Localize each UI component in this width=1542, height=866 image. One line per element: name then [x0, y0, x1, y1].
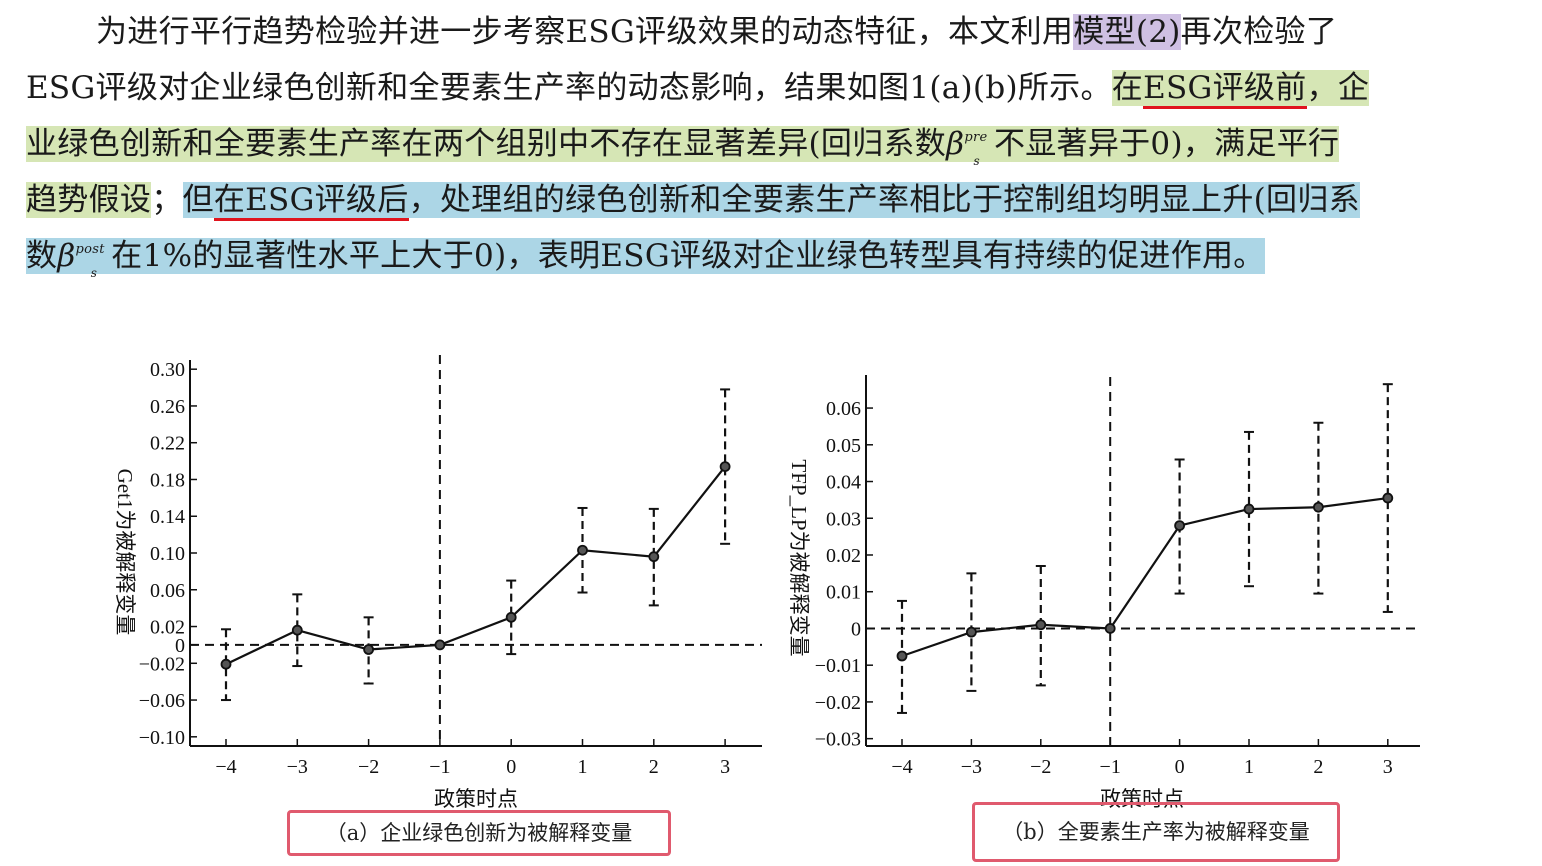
- x-axis-label: 政策时点: [434, 787, 518, 811]
- series-line: [901, 496, 1388, 658]
- y-tick-label: 0.01: [826, 582, 861, 604]
- x-tick-label: −2: [1030, 756, 1051, 778]
- text-segment: ，企: [1306, 70, 1370, 106]
- data-point: [363, 644, 375, 655]
- y-tick-label: −0.02: [815, 692, 861, 714]
- beta-superscript: pre: [964, 130, 988, 145]
- x-tick-label: −1: [429, 756, 450, 778]
- text-segment: 为进行平行趋势检验并进一步考察ESG评级效果的动态特征，本文利用: [96, 14, 1074, 50]
- x-tick-label: −4: [891, 756, 912, 778]
- highlight-model-ref: 模型(2): [1073, 14, 1181, 50]
- paragraph-line-1: 为进行平行趋势检验并进一步考察ESG评级效果的动态特征，本文利用模型(2)再次检…: [96, 8, 1337, 56]
- text-segment: 不显著异于0)，满足平行: [993, 126, 1340, 162]
- paragraph-line-3: 业绿色创新和全要素生产率在两个组别中不存在显著差异(回归系数βpre s 不显著异于…: [26, 120, 1340, 168]
- caption-a: （a）企业绿色创新为被解释变量: [287, 810, 671, 856]
- y-axis-label: TFP_LP为被解释变量: [787, 459, 811, 656]
- highlight-green: 趋势假设: [26, 182, 152, 218]
- chart-b-svg: 0.06 0.05 0.04 0.03 0.02 0.01 0 −0.01 −0.02 −0.03…: [787, 375, 1420, 811]
- data-point: [1313, 501, 1324, 513]
- text-segment: 数: [26, 238, 58, 274]
- x-tick-label: −3: [961, 756, 982, 778]
- text-segment: 在1%的显著性水平上大于0)，表明ESG评级对企业绿色转型具有持续的促进作用。: [111, 238, 1265, 274]
- text-segment: 业绿色创新和全要素生产率在两个组别中不存在显著差异(回归系数: [26, 126, 947, 162]
- highlight-blue: 但在ESG评级后，处理组的绿色创新和全要素生产率相比于控制组均明显上升(回归系: [182, 182, 1360, 221]
- highlight-green: 业绿色创新和全要素生产率在两个组别中不存在显著差异(回归系数βpre s 不显著异于…: [26, 126, 1340, 168]
- beta-pre-symbol: βpre s: [946, 126, 994, 168]
- data-point: [220, 658, 232, 670]
- chart-b: 0.06 0.05 0.04 0.03 0.02 0.01 0 −0.01 −0.02 −0.03…: [770, 340, 1450, 820]
- y-axis-label: Get1为被解释变量: [113, 469, 137, 636]
- text-segment: 在: [1111, 70, 1144, 106]
- x-tick-label: −4: [215, 756, 236, 778]
- beta-superscript: post: [75, 242, 105, 257]
- x-tick-label: −2: [358, 756, 379, 778]
- data-point: [1174, 520, 1186, 532]
- y-tick-label: 0.03: [826, 508, 861, 530]
- y-tick-label: 0: [175, 635, 185, 657]
- text-segment: 再次检验了: [1180, 14, 1338, 50]
- data-point: [1104, 623, 1116, 634]
- data-point: [719, 461, 731, 473]
- paragraph-line-5: 数βpost s 在1%的显著性水平上大于0)，表明ESG评级对企业绿色转型具有持续…: [26, 232, 1265, 280]
- y-tick-label: 0.06: [826, 398, 861, 420]
- beta-subscript: s: [973, 154, 980, 169]
- x-tick-label: 3: [720, 756, 730, 778]
- x-tick-label: 2: [649, 756, 659, 778]
- x-tick-label: 1: [1244, 756, 1254, 778]
- x-tick-label: 0: [506, 756, 516, 778]
- y-tick-label: −0.10: [139, 727, 185, 749]
- y-tick-label: 0.10: [150, 543, 185, 565]
- x-tick-label: 3: [1383, 756, 1393, 778]
- y-tick-label: −0.01: [815, 655, 861, 677]
- x-tick-label: 1: [578, 756, 588, 778]
- data-point: [1243, 503, 1255, 515]
- text-segment: ，处理组的绿色创新和全要素生产率相比于控制组均明显上升(回归系: [408, 182, 1360, 218]
- y-tick-label: −0.06: [139, 690, 185, 712]
- y-tick-label: 0: [851, 618, 861, 640]
- y-tick-label: 0.04: [826, 472, 861, 494]
- chart-a: 0.30 0.26 0.22 0.18 0.14 0.10 0.06 0.02 0 −0.02 −0…: [0, 340, 780, 820]
- beta-glyph: β: [57, 238, 76, 274]
- data-point: [1035, 619, 1047, 631]
- data-point: [434, 639, 446, 651]
- chart-a-svg: 0.300.260.220.180.140.100.060.020−0.02−0…: [113, 355, 762, 811]
- y-tick-label: −0.03: [815, 729, 861, 751]
- beta-post-symbol: βpost s: [57, 238, 111, 280]
- data-point: [965, 626, 977, 638]
- x-axis-label: 政策时点: [1100, 787, 1184, 811]
- data-point: [896, 650, 908, 662]
- paragraph-line-4: 趋势假设；但在ESG评级后，处理组的绿色创新和全要素生产率相比于控制组均明显上升…: [26, 176, 1360, 224]
- x-tick-label: 2: [1313, 756, 1323, 778]
- beta-glyph: β: [946, 126, 965, 162]
- y-tick-label: −0.02: [139, 653, 185, 675]
- y-tick-label: 0.30: [150, 359, 185, 381]
- caption-b: （b）全要素生产率为被解释变量: [972, 802, 1340, 862]
- beta-subscript: s: [90, 266, 98, 281]
- series-line: [225, 465, 726, 666]
- y-tick-label: 0.02: [150, 617, 185, 639]
- y-tick-label: 0.14: [150, 506, 185, 528]
- data-point: [505, 611, 517, 623]
- y-tick-label: 0.22: [150, 433, 185, 455]
- text-segment: 但: [182, 182, 214, 218]
- data-point: [1382, 492, 1394, 504]
- text-segment: ESG评级对企业绿色创新和全要素生产率的动态影响，结果如图1(a)(b)所示。: [26, 70, 1112, 106]
- paragraph-line-2: ESG评级对企业绿色创新和全要素生产率的动态影响，结果如图1(a)(b)所示。在…: [26, 64, 1370, 112]
- x-tick-label: −3: [287, 756, 308, 778]
- x-tick-label: −1: [1100, 756, 1121, 778]
- highlight-green: 在ESG评级前，企: [1111, 70, 1370, 109]
- y-tick-label: 0.26: [150, 396, 185, 418]
- data-point: [577, 544, 588, 556]
- highlight-blue: 数βpost s 在1%的显著性水平上大于0)，表明ESG评级对企业绿色转型具有持续…: [26, 238, 1265, 280]
- y-tick-label: 0.05: [826, 435, 861, 457]
- y-tick-label: 0.02: [826, 545, 861, 567]
- data-point: [291, 624, 303, 636]
- x-tick-label: 0: [1175, 756, 1185, 778]
- y-tick-label: 0.18: [150, 469, 185, 491]
- underline-before-rating: ESG评级前: [1143, 70, 1307, 109]
- data-point: [648, 551, 660, 563]
- underline-after-rating: 在ESG评级后: [213, 182, 409, 221]
- y-tick-label: 0.06: [150, 580, 185, 602]
- text-segment: ；: [151, 182, 183, 218]
